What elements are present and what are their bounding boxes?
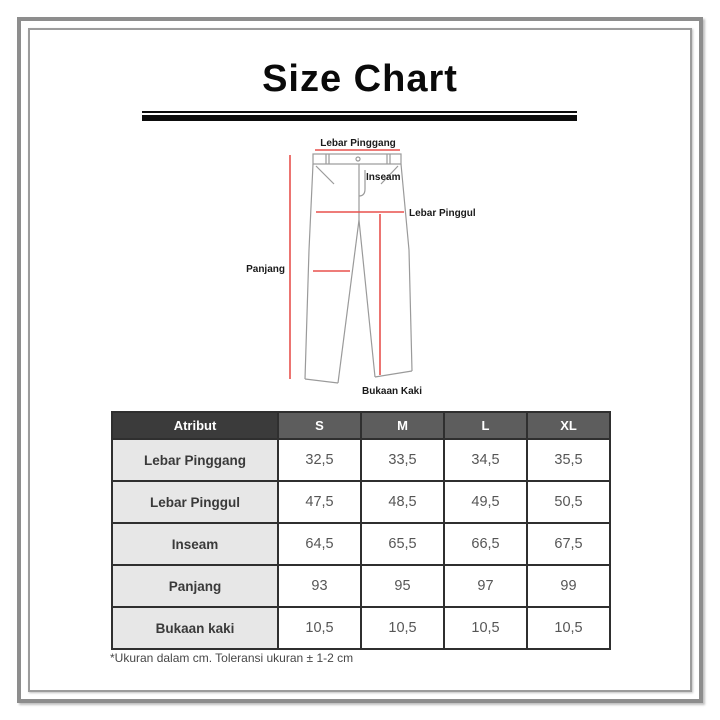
table-row: Bukaan kaki 10,5 10,5 10,5 10,5 [111, 606, 611, 650]
value-cell: 64,5 [277, 522, 362, 566]
left-pocket [315, 165, 335, 185]
header-cell-attribute: Atribut [111, 411, 279, 440]
value-cell: 67,5 [526, 522, 611, 566]
value-cell: 10,5 [360, 606, 445, 650]
value-cell: 10,5 [526, 606, 611, 650]
value-cell: 32,5 [277, 438, 362, 482]
row-label-cell: Bukaan kaki [111, 606, 279, 650]
value-cell: 48,5 [360, 480, 445, 524]
value-cell: 34,5 [443, 438, 528, 482]
left-hem [304, 378, 339, 384]
value-cell: 99 [526, 564, 611, 608]
waistband [312, 153, 402, 165]
left-inner-seam [337, 219, 360, 384]
fly-stitch [358, 170, 366, 197]
leg-opening-label: Bukaan Kaki [362, 386, 422, 397]
waist-label: Lebar Pinggang [320, 138, 396, 149]
waist-button [355, 156, 361, 162]
left-outer-seam [304, 163, 314, 380]
divider-thick-line [142, 115, 577, 121]
header-cell-size-l: L [443, 411, 528, 440]
row-label-cell: Lebar Pinggang [111, 438, 279, 482]
right-pocket [380, 165, 399, 185]
inseam-label: Inseam [366, 172, 401, 183]
value-cell: 97 [443, 564, 528, 608]
measurement-lines [289, 149, 404, 379]
right-inner-seam [358, 219, 376, 378]
footnote: *Ukuran dalam cm. Toleransi ukuran ± 1-2… [110, 651, 354, 665]
header-cell-size-m: M [360, 411, 445, 440]
value-cell: 65,5 [360, 522, 445, 566]
value-cell: 66,5 [443, 522, 528, 566]
pants-outline [304, 153, 413, 384]
value-cell: 35,5 [526, 438, 611, 482]
table-row: Panjang 93 95 97 99 [111, 564, 611, 608]
hip-label: Lebar Pinggul [409, 208, 476, 219]
pants-measurement-diagram: Lebar Pinggang Inseam Lebar Pinggul Panj… [246, 138, 476, 397]
page-title: Size Chart [262, 58, 458, 100]
length-label: Panjang [246, 264, 285, 275]
row-label-cell: Lebar Pinggul [111, 480, 279, 524]
value-cell: 93 [277, 564, 362, 608]
value-cell: 10,5 [277, 606, 362, 650]
header-cell-size-xl: XL [526, 411, 611, 440]
header-cell-size-s: S [277, 411, 362, 440]
value-cell: 95 [360, 564, 445, 608]
value-cell: 47,5 [277, 480, 362, 524]
value-cell: 50,5 [526, 480, 611, 524]
row-label-cell: Inseam [111, 522, 279, 566]
divider-thin-line [142, 111, 577, 113]
table-header-row: Atribut S M L XL [111, 411, 611, 440]
value-cell: 33,5 [360, 438, 445, 482]
table-row: Inseam 64,5 65,5 66,5 67,5 [111, 522, 611, 566]
value-cell: 49,5 [443, 480, 528, 524]
value-cell: 10,5 [443, 606, 528, 650]
row-label-cell: Panjang [111, 564, 279, 608]
title-divider [142, 111, 577, 121]
right-outer-seam [400, 163, 413, 372]
table-row: Lebar Pinggul 47,5 48,5 49,5 50,5 [111, 480, 611, 524]
table-row: Lebar Pinggang 32,5 33,5 34,5 35,5 [111, 438, 611, 482]
right-hem [374, 370, 413, 378]
size-table: Atribut S M L XL Lebar Pinggang 32,5 33,… [111, 411, 611, 650]
